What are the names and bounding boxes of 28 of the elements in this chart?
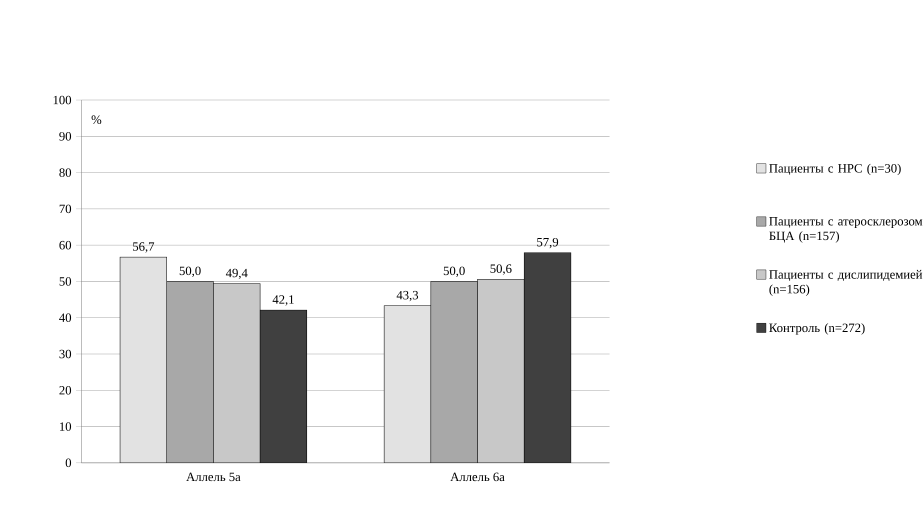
legend-label: Пациенты с НРС (n=30) (769, 164, 901, 176)
bar (120, 257, 168, 464)
y-tick-label: 0 (66, 458, 72, 468)
y-tick-label: 30 (59, 350, 72, 358)
y-tick-label: 50 (60, 277, 72, 286)
data-label: 50,0 (444, 266, 465, 278)
y-tick-label: 100 (54, 96, 72, 105)
y-tick-label: 40 (59, 314, 72, 322)
data-label: 57,9 (537, 238, 558, 249)
legend-label: Пациенты с атеросклерозом БЦА (n=157) (769, 217, 922, 243)
data-label: 42,1 (272, 296, 294, 306)
y-tick-label: 90 (59, 132, 72, 141)
data-label: 50,0 (180, 266, 201, 278)
data-label: 56,7 (133, 242, 154, 253)
data-label: 50,6 (490, 264, 512, 275)
data-label: 49,4 (226, 269, 248, 280)
y-tick-label: 60 (59, 241, 72, 250)
legend-label: Пациенты с дислипидемией (n=156) (769, 270, 922, 296)
data-label: 43,3 (396, 291, 418, 302)
x-tick-label: Аллель 5а (186, 472, 241, 482)
y-tick-label: 70 (60, 204, 72, 214)
x-tick-label: Аллель 6а (450, 472, 505, 482)
legend-label: Контроль (n=272) (769, 323, 865, 335)
y-tick-label: 20 (59, 386, 72, 395)
y-axis-title: % (92, 116, 102, 124)
y-tick-label: 10 (60, 422, 72, 432)
y-tick-label: 80 (59, 168, 72, 178)
bar (384, 306, 432, 464)
